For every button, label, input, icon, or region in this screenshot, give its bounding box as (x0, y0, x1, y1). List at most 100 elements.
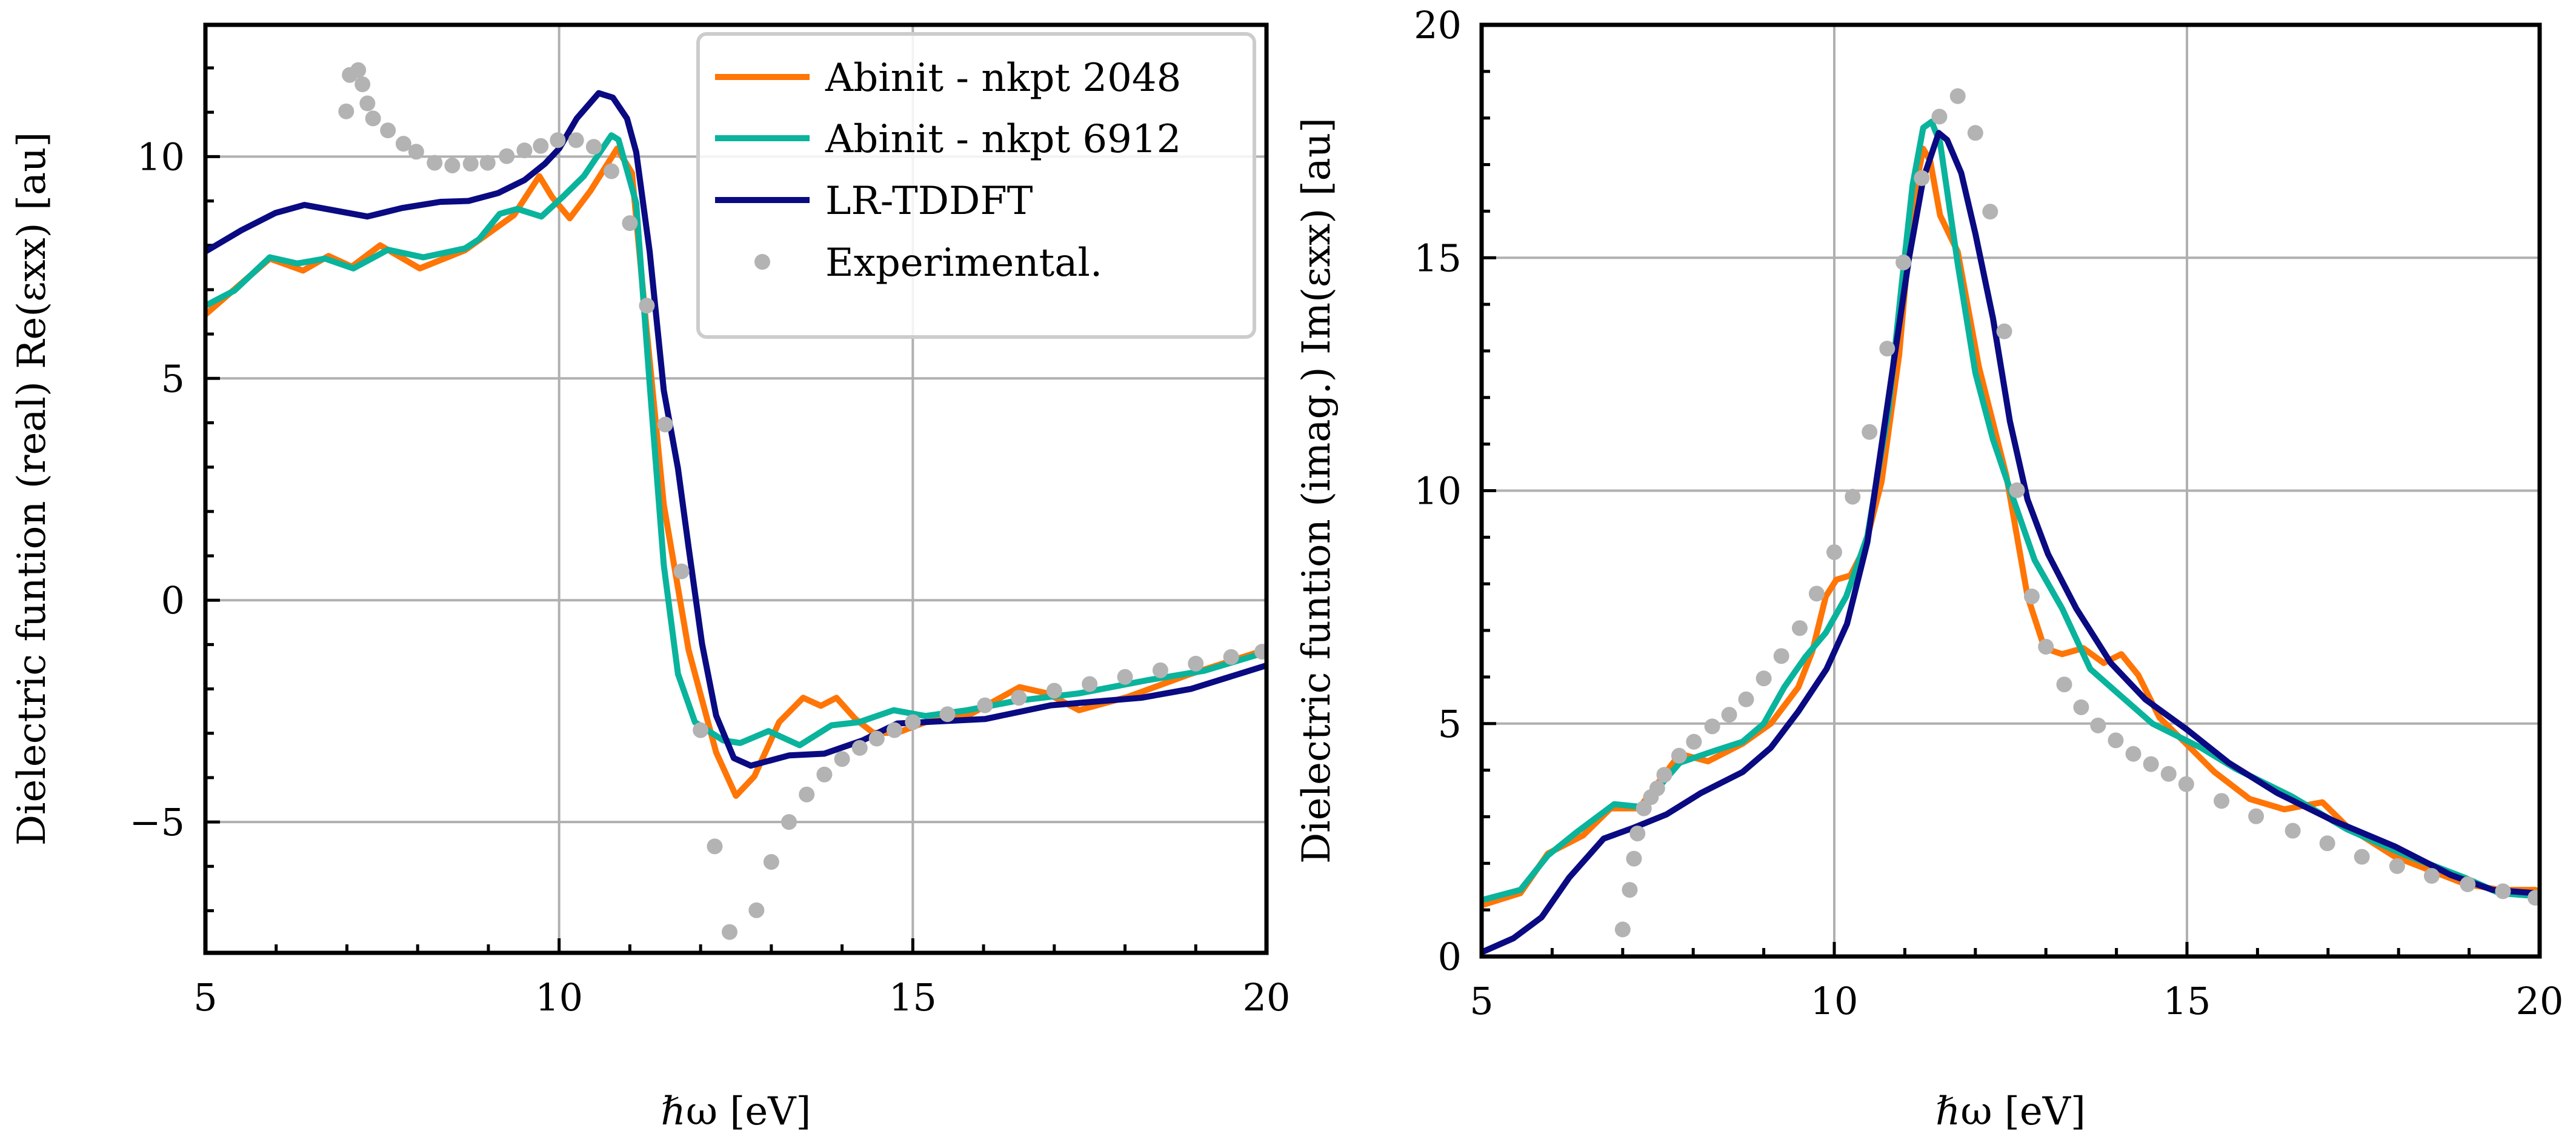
experimental-point (2009, 482, 2025, 498)
experimental-point (2285, 823, 2301, 839)
experimental-point (2214, 793, 2230, 809)
experimental-point (707, 838, 723, 855)
experimental-point (1931, 108, 1948, 125)
experimental-point (2125, 746, 2142, 762)
experimental-point (2038, 638, 2054, 655)
experimental-point (2319, 835, 2335, 852)
legend-frame (696, 32, 1256, 339)
experimental-point (1046, 683, 1062, 699)
experimental-point (354, 76, 371, 93)
experimental-point (763, 853, 779, 870)
experimental-point (1636, 800, 1652, 816)
x-tick-label: 5 (1469, 979, 1493, 1023)
experimental-point (1254, 644, 1266, 660)
experimental-point (1862, 424, 1878, 440)
experimental-point (1614, 921, 1631, 938)
experimental-point (380, 122, 396, 139)
experimental-point (2528, 890, 2540, 906)
x-tick-label: 10 (535, 975, 583, 1020)
series-line-abinit-nkpt-6912 (205, 132, 1266, 749)
experimental-point (851, 739, 868, 756)
experimental-point (462, 156, 479, 172)
experimental-point (2178, 776, 2194, 792)
series-group (205, 62, 1266, 940)
legend-marker-experimental (754, 254, 770, 270)
experimental-point (2056, 676, 2072, 693)
experimental-point (868, 730, 885, 747)
experimental-point (2108, 732, 2124, 749)
x-tick-label: 10 (1811, 979, 1859, 1023)
experimental-point (905, 714, 921, 730)
experimental-point (2023, 588, 2040, 604)
experimental-point (533, 138, 549, 154)
experimental-point (1895, 254, 1912, 270)
experimental-point (673, 563, 690, 579)
experimental-point (2460, 876, 2476, 892)
experimental-point (977, 697, 993, 713)
y-tick-label: 10 (1414, 469, 1462, 513)
series-group (1482, 88, 2540, 956)
experimental-point (350, 62, 367, 78)
experimental-point (444, 157, 461, 173)
experimental-point (1704, 718, 1720, 735)
y-tick-label: 0 (1438, 935, 1462, 979)
experimental-point (2423, 868, 2440, 884)
experimental-point (1773, 648, 1789, 664)
y-tick-label: 15 (1414, 236, 1462, 280)
experimental-point (338, 103, 354, 119)
experimental-point (799, 786, 815, 803)
y-tick-label: −5 (130, 800, 185, 844)
experimental-point (516, 142, 533, 159)
x-tick-label: 20 (1243, 975, 1291, 1020)
experimental-point (1686, 733, 1702, 750)
experimental-point (622, 215, 638, 232)
y-tick-label: 5 (1438, 702, 1462, 746)
experimental-point (781, 814, 797, 830)
experimental-point (2143, 756, 2159, 772)
y-tick-label: 20 (1414, 3, 1462, 47)
experimental-point (1914, 170, 1930, 186)
experimental-point (2354, 849, 2370, 865)
experimental-point (1188, 655, 1204, 672)
experimental-point (585, 139, 602, 155)
real-part-panel: 5 10 15 20 −5 0 5 10 ℏω [eV] Dielectric funtion (… (10, 22, 1291, 1134)
experimental-point (1808, 586, 1825, 602)
experimental-point (1996, 323, 2012, 339)
experimental-point (1152, 662, 1168, 678)
experimental-point (2389, 858, 2405, 874)
experimental-point (479, 155, 496, 171)
experimental-point (550, 132, 566, 149)
experimental-point (1879, 341, 1895, 357)
y-tick-label: 0 (161, 578, 185, 623)
experimental-point (365, 110, 381, 127)
experimental-point (1656, 767, 1672, 783)
experimental-point (1082, 676, 1098, 692)
series-line-lr-tddft (1482, 130, 2538, 956)
experimental-point (1791, 620, 1808, 636)
experimental-point (1223, 649, 1239, 665)
experimental-point (1949, 88, 1966, 104)
experimental-point (359, 95, 376, 112)
experimental-point (395, 136, 411, 152)
experimental-point (834, 751, 850, 767)
experimental-point (939, 706, 956, 723)
x-axis-label: ℏω [eV] (1935, 1089, 2086, 1134)
experimental-point (1117, 669, 1133, 685)
x-tick-label: 20 (2516, 979, 2564, 1023)
y-axis-label: Dielectric funtion (imag.) Im(εxx) [au] (1294, 118, 1339, 864)
experimental-point (639, 298, 655, 314)
y-tick-label: 10 (137, 135, 185, 179)
experimental-point (693, 722, 709, 738)
experimental-point (748, 902, 765, 918)
experimental-point (2495, 883, 2511, 900)
experimental-point (408, 144, 424, 160)
experimental-point (1756, 670, 1772, 687)
x-tick-label: 5 (193, 975, 217, 1020)
experimental-point (1011, 690, 1027, 706)
experimental-point (2160, 766, 2177, 782)
experimental-point (2073, 699, 2089, 715)
y-axis-label: Dielectric funtion (real) Re(εxx) [au] (10, 132, 55, 846)
experimental-point (1649, 780, 1665, 796)
